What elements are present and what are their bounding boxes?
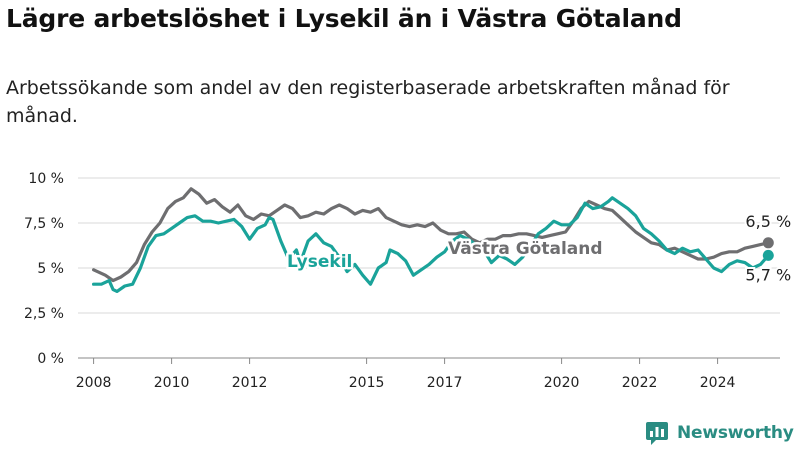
series-lines [92, 187, 774, 293]
x-tick-label: 2020 [544, 375, 580, 391]
series-line-vg [92, 187, 770, 283]
series-end-point-vg [762, 237, 774, 249]
series-line-lysekil [92, 196, 770, 293]
end-value-label-vg: 6,5 % [745, 212, 791, 231]
y-tick-label: 10 % [28, 171, 64, 187]
x-tick-label: 2017 [427, 375, 463, 391]
series-end-point-lysekil [762, 249, 774, 261]
newsworthy-logo-icon [646, 422, 668, 445]
x-tick-label: 2024 [700, 375, 736, 391]
x-tick-label: 2012 [232, 375, 268, 391]
chart-title: Lägre arbetslöshet i Lysekil än i Västra… [6, 4, 682, 33]
y-tick-label: 0 % [37, 351, 64, 367]
y-tick-label: 7,5 % [24, 216, 64, 232]
series-name-label-lysekil: Lysekil [287, 252, 352, 272]
series-name-label-vg: Västra Götaland [448, 239, 603, 259]
brand-logo: Newsworthy [645, 419, 794, 447]
x-tick-label: 2022 [622, 375, 658, 391]
x-tick-label: 2010 [154, 375, 190, 391]
series-labels: Västra Götaland Lysekil 6,5 % 5,7 % [285, 210, 794, 287]
chart-subtitle: Arbetssökande som andel av den registerb… [6, 77, 730, 127]
x-tick-label: 2015 [349, 375, 385, 391]
grid-lines [78, 177, 780, 314]
axes: 0 % 2,5 % 5 % 7,5 % 10 % 2008 2010 2012 2015 2017… [24, 171, 780, 391]
brand-name: Newsworthy [677, 423, 794, 443]
x-tick-label: 2008 [76, 375, 112, 391]
y-tick-label: 5 % [37, 261, 64, 277]
end-value-label-lysekil: 5,7 % [745, 265, 791, 284]
y-tick-label: 2,5 % [24, 306, 64, 322]
